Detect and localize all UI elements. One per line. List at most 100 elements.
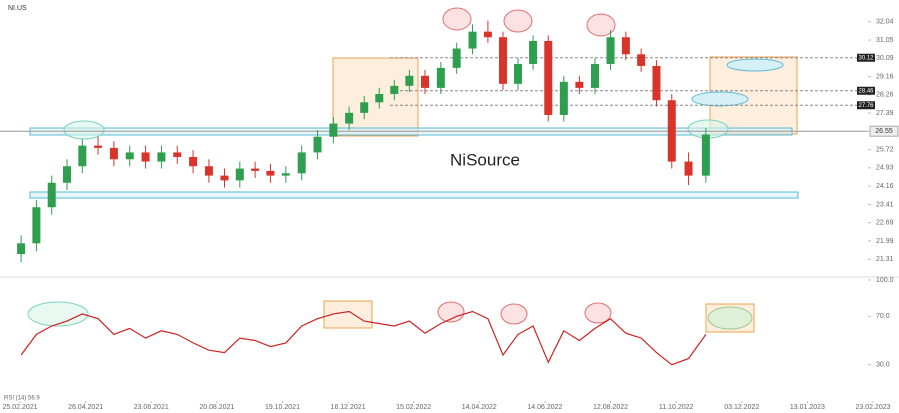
ellipse	[726, 58, 784, 72]
candle-body	[345, 112, 354, 124]
y-tick-label: 29.16	[876, 73, 894, 80]
candle-body	[684, 161, 693, 176]
rsi-line	[20, 310, 707, 366]
candle-body	[436, 67, 445, 88]
candle-body	[375, 94, 384, 103]
level-label: 27.76	[858, 103, 874, 109]
level-label: 28.46	[858, 88, 874, 94]
candle-body	[17, 243, 26, 255]
candle-body	[313, 136, 322, 153]
candle-body	[559, 81, 568, 115]
candle-body	[621, 37, 630, 55]
ellipse	[27, 301, 89, 327]
candle-body	[173, 152, 182, 157]
candle-body	[204, 166, 213, 176]
x-tick-label: 25.02.2021	[2, 404, 37, 411]
x-tick-label: 14.04.2022	[462, 404, 497, 411]
chart-title: NiSource	[450, 150, 520, 169]
candle-body	[452, 48, 461, 68]
candle-body	[329, 123, 338, 137]
x-tick-label: 16.12.2021	[331, 404, 366, 411]
candle-body	[109, 147, 118, 160]
candle-body	[125, 152, 134, 160]
candle-body	[157, 152, 166, 162]
candle-body	[281, 173, 290, 176]
y-tick-label: 21.31	[876, 256, 894, 263]
level-badge	[857, 53, 875, 62]
last-badge	[869, 125, 899, 137]
level-badge	[857, 86, 875, 95]
candle-body	[637, 54, 646, 66]
candle-body	[405, 75, 414, 86]
ellipse	[442, 7, 472, 31]
y-tick-label: 24.16	[876, 183, 894, 190]
candle-body	[667, 100, 676, 162]
candle-body	[652, 65, 661, 101]
y-tick-label: 30.09	[876, 55, 894, 62]
candle-body	[390, 85, 399, 95]
candle-body	[529, 40, 538, 64]
candle-body	[606, 37, 615, 64]
ellipse	[503, 9, 533, 33]
candle-body	[701, 134, 710, 176]
candle-body	[78, 145, 87, 167]
candle-body	[590, 63, 599, 88]
candle-body	[266, 170, 275, 176]
rsi-tick-label: 100.0	[876, 277, 894, 284]
candle-body	[297, 152, 306, 174]
ellipse	[691, 91, 749, 107]
y-tick-label: 22.69	[876, 220, 894, 227]
ellipse	[437, 301, 465, 323]
candle-body	[189, 156, 198, 167]
y-tick-label: 21.99	[876, 238, 894, 245]
level-badge	[857, 101, 875, 110]
ellipse	[500, 303, 528, 325]
y-tick-label: 23.41	[876, 201, 894, 208]
x-tick-label: 26.04.2021	[68, 404, 103, 411]
candle-body	[32, 207, 41, 244]
candle-body	[94, 145, 103, 148]
candle-body	[544, 40, 553, 115]
channel	[29, 191, 799, 199]
candle-body	[47, 182, 56, 208]
candle-body	[468, 31, 477, 49]
x-tick-label: 20.08.2021	[199, 404, 234, 411]
candle-body	[63, 166, 72, 183]
x-tick-label: 15.02.2022	[396, 404, 431, 411]
symbol: NI.US	[8, 5, 27, 12]
x-tick-label: 13.01.2023	[790, 404, 825, 411]
y-tick-label: 28.26	[876, 92, 894, 99]
last-label: 26.55	[875, 128, 893, 135]
x-tick-label: 12.08.2022	[593, 404, 628, 411]
candle-body	[421, 75, 430, 88]
y-tick-label: 27.39	[876, 110, 894, 117]
ellipse	[63, 120, 105, 140]
y-tick-label: 32.04	[876, 19, 894, 26]
candle-body	[483, 31, 492, 38]
y-tick-label: 24.93	[876, 165, 894, 172]
y-tick-label: 25.72	[876, 147, 894, 154]
candle-body	[514, 63, 523, 84]
x-tick-label: 23.06.2021	[134, 404, 169, 411]
candle-body	[220, 175, 229, 181]
candle-body	[235, 168, 244, 181]
x-tick-label: 14.06.2022	[527, 404, 562, 411]
candle-body	[575, 81, 584, 88]
ellipse	[707, 306, 753, 330]
x-tick-label: 19.10.2021	[265, 404, 300, 411]
x-tick-label: 23.02.2023	[855, 404, 890, 411]
level-label: 30.12	[858, 55, 874, 61]
x-tick-label: 11.10.2022	[659, 404, 694, 411]
candle-body	[141, 152, 150, 162]
candle-body	[251, 168, 260, 171]
ellipse	[584, 302, 612, 324]
rsi-tick-label: 70.0	[876, 313, 890, 320]
rsi-label: RSI (14) 56.9	[4, 396, 40, 402]
ellipse	[586, 13, 616, 37]
rsi-tick-label: 30.0	[876, 362, 890, 369]
candle-body	[498, 37, 507, 84]
y-tick-label: 31.05	[876, 37, 894, 44]
candle-body	[360, 102, 369, 113]
